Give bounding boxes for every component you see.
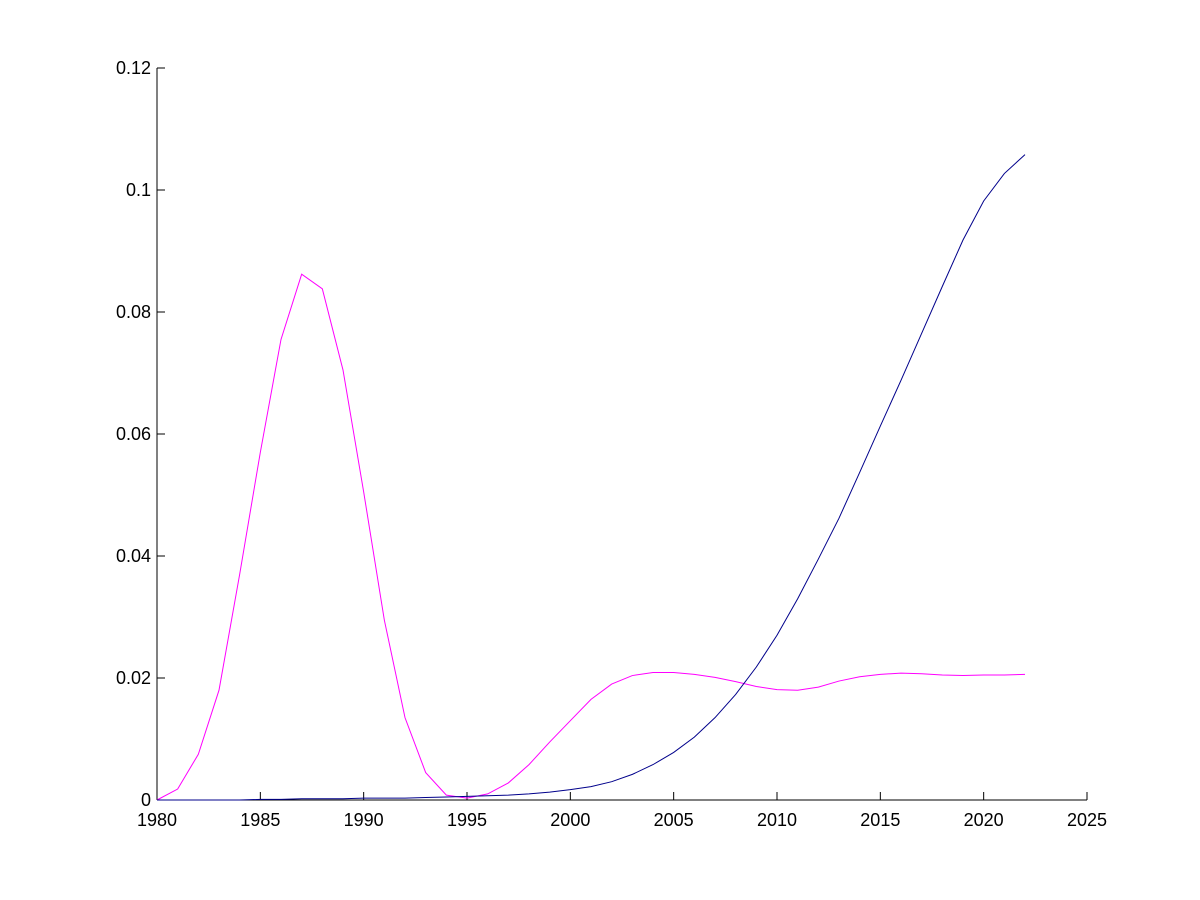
x-tick-label: 2010 [757, 810, 797, 830]
y-tick-label: 0.08 [116, 302, 151, 322]
x-tick-label: 2020 [964, 810, 1004, 830]
y-tick-label: 0.12 [116, 58, 151, 78]
x-tick-label: 2000 [550, 810, 590, 830]
x-tick-label: 1995 [447, 810, 487, 830]
x-tick-label: 1990 [344, 810, 384, 830]
y-tick-label: 0.1 [126, 180, 151, 200]
x-tick-label: 2015 [860, 810, 900, 830]
series-line-1 [156, 273, 1026, 801]
y-tick-label: 0.04 [116, 546, 151, 566]
x-tick-label: 1985 [240, 810, 280, 830]
y-tick-label: 0 [141, 790, 151, 810]
x-tick-label: 1980 [137, 810, 177, 830]
series-line-2 [157, 154, 1026, 801]
y-tick-label: 0.06 [116, 424, 151, 444]
y-tick-label: 0.02 [116, 668, 151, 688]
x-tick-label: 2005 [654, 810, 694, 830]
axes: 1980 1985 1990 1995 2000 2005 2010 2015 2020 2025… [116, 58, 1107, 830]
series-layer [156, 154, 1026, 801]
x-tick-label: 2025 [1067, 810, 1107, 830]
